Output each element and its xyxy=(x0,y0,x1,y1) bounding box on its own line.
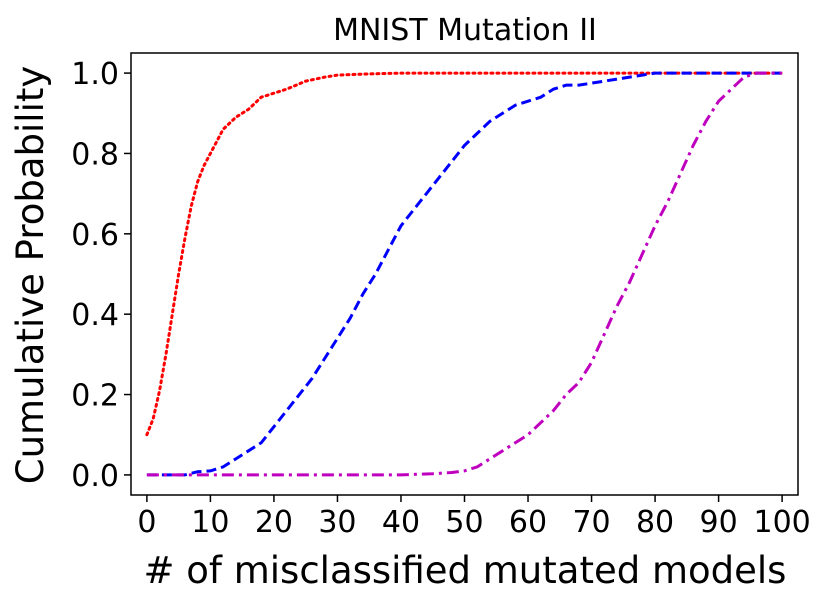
y-tick-label: 0.4 xyxy=(71,298,119,333)
y-tick-label: 0.8 xyxy=(71,137,119,172)
x-tick-label: 60 xyxy=(509,505,547,540)
y-axis-label: Cumulative Probability xyxy=(9,66,52,485)
x-tick-label: 30 xyxy=(318,505,356,540)
y-tick-label: 0.2 xyxy=(71,379,119,414)
series-line-1 xyxy=(145,71,784,437)
x-tick-label: 90 xyxy=(700,505,738,540)
x-tick-label: 0 xyxy=(137,505,156,540)
x-axis-label: # of misclassified mutated models xyxy=(144,549,787,592)
y-tick-label: 1.0 xyxy=(71,57,119,92)
y-tick-label: 0.6 xyxy=(71,218,119,253)
chart-title: MNIST Mutation II xyxy=(333,13,597,48)
x-tick-label: 70 xyxy=(572,505,610,540)
x-tick-label: 80 xyxy=(636,505,674,540)
x-tick-label: 50 xyxy=(445,505,483,540)
series-line-2 xyxy=(146,71,783,477)
y-tick-label: 0.0 xyxy=(71,459,119,494)
x-tick-label: 40 xyxy=(382,505,420,540)
x-tick-label: 100 xyxy=(753,505,810,540)
x-tick-label: 20 xyxy=(255,505,293,540)
series-line-3 xyxy=(146,71,783,477)
x-tick-label: 10 xyxy=(191,505,229,540)
plot-frame xyxy=(130,52,799,496)
plot-area xyxy=(145,71,784,477)
axes: 0 10 20 30 40 50 60 70 80 90 100 0.0 0.2 0.4 0.6 0.8 1.0 xyxy=(71,52,811,540)
